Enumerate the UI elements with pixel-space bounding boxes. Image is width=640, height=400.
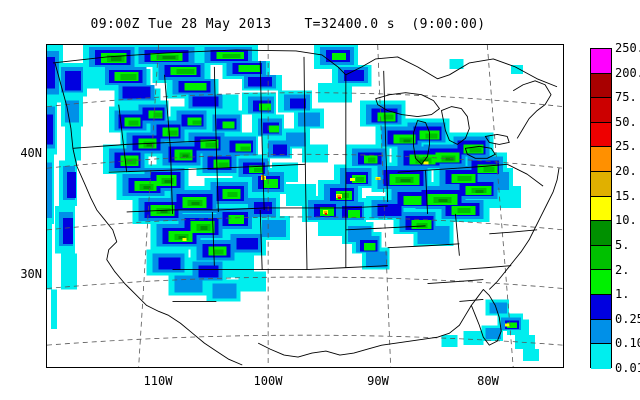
colorbar-label-0: 250. bbox=[615, 41, 640, 55]
colorbar-band-7 bbox=[591, 221, 611, 246]
x-tick-110w: 110W bbox=[143, 374, 173, 388]
colorbar-label-4: 25. bbox=[615, 139, 637, 154]
colorbar-label-1: 200. bbox=[615, 65, 640, 80]
figure-title: 09:00Z Tue 28 May 2013 T=32400.0 s (9:00… bbox=[90, 17, 486, 32]
colorbar-band-0 bbox=[591, 49, 611, 74]
colorbar-label-11: 0.25 bbox=[615, 311, 640, 326]
colorbar-band-5 bbox=[591, 172, 611, 197]
colorbar-band-12 bbox=[591, 344, 611, 369]
x-tick-80w: 80W bbox=[477, 374, 499, 388]
colorbar-label-8: 5. bbox=[615, 237, 630, 252]
colorbar-label-7: 10. bbox=[615, 213, 637, 228]
colorbar-band-6 bbox=[591, 196, 611, 222]
colorbar-label-12: 0.10 bbox=[615, 336, 640, 351]
colorbar-label-3: 50. bbox=[615, 114, 637, 129]
colorbar-band-4 bbox=[591, 147, 611, 173]
map-canvas bbox=[47, 45, 563, 367]
colorbar-band-11 bbox=[591, 319, 611, 345]
colorbar-band-8 bbox=[591, 245, 611, 271]
precip-band-50 bbox=[324, 197, 341, 215]
colorbar-band-3 bbox=[591, 122, 611, 148]
colorbar-label-9: 2. bbox=[615, 262, 630, 277]
y-tick-40n: 40N bbox=[20, 146, 42, 160]
x-tick-100w: 100W bbox=[253, 374, 283, 388]
colorbar-label-5: 20. bbox=[615, 164, 637, 179]
colorbar-label-2: 75. bbox=[615, 90, 637, 105]
colorbar-band-2 bbox=[591, 98, 611, 123]
colorbar-band-1 bbox=[591, 73, 611, 99]
colorbar-band-9 bbox=[591, 270, 611, 296]
colorbar-band-10 bbox=[591, 295, 611, 320]
precipitation-colorbar bbox=[590, 48, 612, 369]
colorbar-label-13: 0.01 bbox=[615, 361, 640, 375]
x-tick-90w: 90W bbox=[367, 374, 389, 388]
y-tick-30n: 30N bbox=[20, 267, 42, 281]
colorbar-label-6: 15. bbox=[615, 188, 637, 203]
map-plot-area bbox=[46, 44, 564, 368]
map-boundaries bbox=[52, 49, 560, 366]
colorbar-label-10: 1. bbox=[615, 287, 630, 302]
